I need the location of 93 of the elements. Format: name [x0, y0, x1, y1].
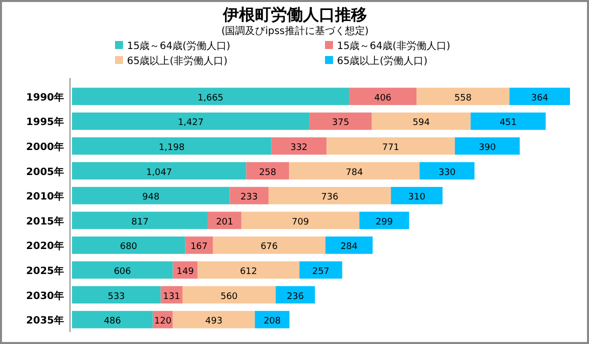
data-label: 533	[108, 292, 125, 302]
legend-label: 65歳以上(非労働人口)	[127, 55, 228, 67]
legend-label: 15歳～64歳(非労働人口)	[337, 40, 450, 52]
data-label: 233	[240, 192, 258, 203]
bar	[172, 310, 255, 328]
data-label: 310	[408, 192, 426, 203]
data-label: 558	[454, 93, 472, 104]
bar	[182, 286, 276, 304]
bar	[325, 236, 373, 254]
y-tick-label: 2000年	[26, 141, 64, 153]
bar	[289, 162, 420, 180]
data-label: 364	[531, 93, 549, 104]
data-label: 375	[332, 118, 350, 128]
bar	[72, 112, 310, 130]
bar	[454, 137, 520, 155]
y-tick-label: 2035年	[26, 314, 64, 327]
data-label: 1,665	[198, 93, 224, 104]
bar	[72, 88, 350, 106]
y-tick-label: 1990年	[26, 91, 64, 104]
data-label: 284	[340, 242, 358, 252]
data-label: 680	[120, 242, 138, 252]
legend-label: 65歳以上(労働人口)	[337, 55, 428, 67]
y-tick-label: 2010年	[26, 190, 64, 203]
bar	[416, 88, 510, 106]
data-label: 486	[104, 316, 122, 327]
data-label: 1,427	[178, 118, 204, 128]
bar	[72, 186, 230, 204]
data-label: 736	[321, 192, 339, 203]
data-label: 299	[376, 217, 394, 228]
data-label: 784	[346, 168, 364, 178]
bar	[268, 186, 391, 204]
bar	[299, 261, 342, 279]
data-label: 594	[412, 118, 430, 128]
bar	[230, 186, 269, 204]
data-label: 201	[216, 217, 234, 228]
bar	[276, 286, 315, 304]
y-tick-label: 2015年	[26, 215, 64, 228]
data-label: 208	[264, 316, 282, 327]
data-label: 676	[260, 242, 278, 252]
data-label: 606	[114, 267, 132, 277]
bar	[241, 212, 360, 230]
data-label: 390	[478, 143, 496, 153]
data-label: 406	[374, 93, 392, 104]
data-label: 167	[190, 242, 208, 252]
data-label: 493	[205, 316, 222, 327]
bar	[185, 236, 213, 254]
data-label: 236	[286, 292, 304, 302]
y-tick-label: 1995年	[26, 116, 64, 128]
data-label: 258	[259, 168, 277, 178]
data-label: 948	[142, 192, 160, 203]
bar	[271, 137, 327, 155]
bar	[72, 286, 161, 304]
data-label: 131	[162, 292, 180, 302]
bar	[372, 112, 471, 130]
y-tick-label: 2020年	[26, 240, 64, 252]
y-tick-label: 2030年	[26, 290, 64, 302]
bar	[208, 212, 242, 230]
bar	[309, 112, 372, 130]
legend-label: 15歳～64歳(労働人口)	[127, 40, 230, 52]
y-tick-label: 2025年	[26, 265, 64, 277]
data-label: 330	[438, 168, 456, 178]
bar	[212, 236, 326, 254]
data-label: 1,198	[158, 143, 185, 153]
data-label: 560	[220, 292, 238, 302]
bar	[470, 112, 546, 130]
bar	[198, 261, 300, 279]
data-label: 612	[240, 267, 258, 277]
bar	[326, 137, 455, 155]
bar	[254, 310, 290, 328]
data-label: 1,047	[146, 168, 172, 178]
bar	[72, 261, 173, 279]
data-label: 817	[131, 217, 149, 228]
data-label: 332	[290, 143, 308, 153]
chart-title: 伊根町労働人口推移	[222, 5, 367, 24]
bar	[72, 162, 246, 180]
bar	[72, 137, 272, 155]
bar	[72, 310, 153, 328]
bar	[420, 162, 474, 180]
chart-subtitle: (国調及びipss推計に基づく想定)	[221, 25, 369, 37]
data-label: 709	[292, 217, 310, 228]
data-label: 149	[176, 267, 194, 277]
data-label: 120	[154, 316, 172, 327]
data-label: 771	[382, 143, 400, 153]
bar	[72, 212, 208, 230]
bar	[349, 88, 417, 106]
data-label: 257	[312, 267, 330, 277]
bar	[359, 212, 410, 230]
bar	[390, 186, 443, 204]
bar	[509, 88, 570, 106]
bar	[246, 162, 290, 180]
data-label: 451	[500, 118, 517, 128]
y-tick-label: 2005年	[26, 166, 64, 178]
bar	[72, 236, 186, 254]
